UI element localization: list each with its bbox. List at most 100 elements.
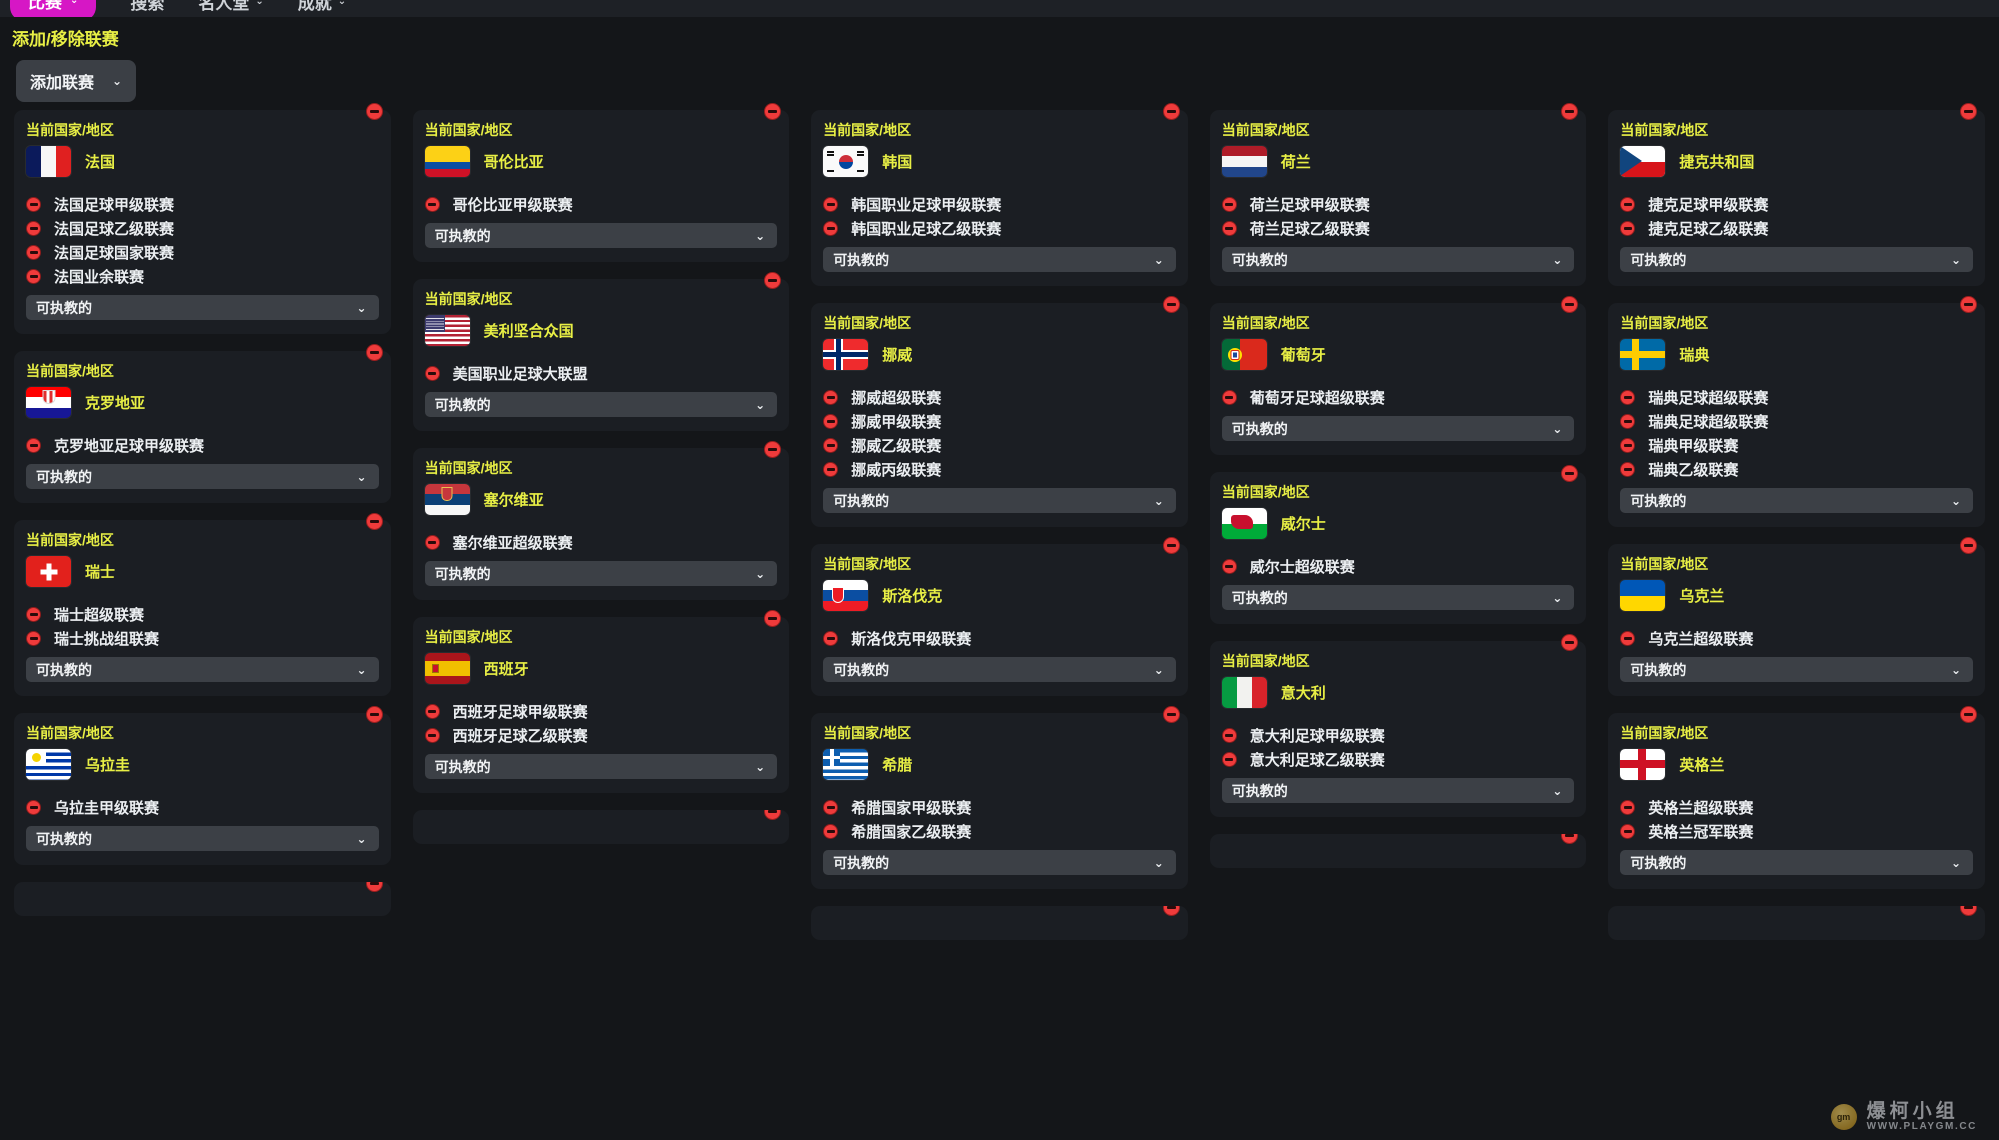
remove-league-icon[interactable]	[1620, 414, 1636, 429]
coachable-select[interactable]: 可执教的 ⌄	[1221, 416, 1575, 441]
remove-league-icon[interactable]	[823, 631, 839, 646]
remove-country-icon[interactable]	[1960, 706, 1977, 723]
remove-country-icon[interactable]	[764, 441, 782, 458]
coachable-select[interactable]: 可执教的 ⌄	[424, 392, 778, 417]
remove-league-icon[interactable]	[823, 800, 839, 815]
league-name: 瑞士挑战组联赛	[54, 631, 160, 648]
coachable-select[interactable]: 可执教的 ⌄	[1620, 247, 1973, 272]
coachable-select[interactable]: 可执教的 ⌄	[823, 247, 1176, 272]
coachable-select[interactable]: 可执教的 ⌄	[26, 464, 379, 489]
remove-league-icon[interactable]	[424, 366, 440, 381]
coachable-select[interactable]: 可执教的 ⌄	[424, 754, 778, 779]
remove-league-icon[interactable]	[424, 197, 440, 212]
country-card: 当前国家/地区 荷兰 荷兰足球甲级联赛 荷兰足球乙级联赛 可执教的 ⌄	[1209, 103, 1587, 286]
remove-league-icon[interactable]	[26, 631, 41, 646]
remove-league-icon[interactable]	[823, 414, 839, 429]
remove-country-icon[interactable]	[764, 103, 782, 120]
remove-league-icon[interactable]	[1620, 438, 1636, 453]
coachable-select[interactable]: 可执教的 ⌄	[823, 488, 1176, 513]
remove-league-icon[interactable]	[1620, 390, 1636, 405]
remove-country-icon[interactable]	[1162, 537, 1180, 554]
remove-country-icon[interactable]	[1561, 103, 1579, 120]
coachable-select[interactable]: 可执教的 ⌄	[424, 223, 778, 248]
remove-league-icon[interactable]	[26, 269, 41, 284]
remove-league-icon[interactable]	[26, 221, 41, 236]
remove-league-icon[interactable]	[1221, 559, 1237, 574]
card-label: 当前国家/地区	[1620, 315, 1709, 331]
remove-country-icon[interactable]	[365, 706, 383, 723]
league-list: 西班牙足球甲级联赛 西班牙足球乙级联赛	[424, 700, 778, 747]
coachable-select[interactable]: 可执教的 ⌄	[26, 657, 379, 682]
league-name: 挪威乙级联赛	[851, 438, 942, 455]
remove-league-icon[interactable]	[26, 800, 41, 815]
remove-country-icon[interactable]	[365, 513, 383, 530]
remove-country-icon[interactable]	[1561, 296, 1579, 313]
country-name: 美利坚合众国	[483, 323, 574, 340]
remove-league-icon[interactable]	[424, 728, 440, 743]
coachable-select[interactable]: 可执教的 ⌄	[424, 561, 778, 586]
remove-league-icon[interactable]	[1221, 390, 1237, 405]
coachable-select[interactable]: 可执教的 ⌄	[26, 295, 379, 320]
remove-league-icon[interactable]	[1221, 197, 1237, 212]
remove-league-icon[interactable]	[424, 535, 440, 550]
coachable-select[interactable]: 可执教的 ⌄	[1620, 657, 1973, 682]
remove-country-icon[interactable]	[1162, 296, 1180, 313]
remove-league-icon[interactable]	[823, 462, 839, 477]
remove-country-icon[interactable]	[1561, 465, 1579, 482]
remove-league-icon[interactable]	[1620, 462, 1636, 477]
remove-league-icon[interactable]	[823, 390, 839, 405]
remove-league-icon[interactable]	[1620, 221, 1636, 236]
remove-country-icon[interactable]	[365, 103, 383, 120]
nav-item-0[interactable]: 比赛 ⌄	[10, 0, 97, 17]
league-row: 斯洛伐克甲级联赛	[823, 627, 1176, 650]
remove-country-icon[interactable]	[1960, 103, 1977, 120]
league-list: 乌克兰超级联赛	[1620, 627, 1973, 650]
chevron-down-icon: ⌄	[1950, 493, 1961, 508]
remove-league-icon[interactable]	[1221, 728, 1237, 743]
remove-league-icon[interactable]	[823, 824, 839, 839]
remove-country-icon[interactable]	[1162, 103, 1180, 120]
coachable-select[interactable]: 可执教的 ⌄	[1221, 247, 1575, 272]
remove-country-icon[interactable]	[1561, 834, 1579, 844]
nav-item-1[interactable]: 搜索	[130, 0, 164, 14]
remove-country-icon[interactable]	[1960, 296, 1977, 313]
remove-league-icon[interactable]	[26, 245, 41, 260]
remove-league-icon[interactable]	[1620, 800, 1636, 815]
remove-league-icon[interactable]	[26, 197, 41, 212]
remove-country-icon[interactable]	[365, 344, 383, 361]
remove-country-icon[interactable]	[1561, 634, 1579, 651]
remove-country-icon[interactable]	[1960, 537, 1977, 554]
coachable-select[interactable]: 可执教的 ⌄	[823, 850, 1176, 875]
remove-country-icon[interactable]	[764, 272, 782, 289]
coachable-select[interactable]: 可执教的 ⌄	[1221, 778, 1575, 803]
remove-league-icon[interactable]	[1620, 631, 1636, 646]
remove-league-icon[interactable]	[1221, 221, 1237, 236]
remove-league-icon[interactable]	[1620, 197, 1636, 212]
coachable-select[interactable]: 可执教的 ⌄	[1221, 585, 1575, 610]
coachable-select[interactable]: 可执教的 ⌄	[823, 657, 1176, 682]
country-row: 荷兰	[1221, 146, 1575, 177]
remove-league-icon[interactable]	[823, 438, 839, 453]
remove-country-icon[interactable]	[1960, 906, 1977, 916]
remove-country-icon[interactable]	[1162, 906, 1180, 916]
remove-league-icon[interactable]	[26, 607, 41, 622]
remove-country-icon[interactable]	[764, 810, 782, 820]
nav-item-3[interactable]: 成就 ⌄	[298, 0, 346, 14]
remove-league-icon[interactable]	[823, 197, 839, 212]
remove-league-icon[interactable]	[26, 438, 41, 453]
coachable-select[interactable]: 可执教的 ⌄	[1620, 850, 1973, 875]
remove-country-icon[interactable]	[764, 610, 782, 627]
coachable-select[interactable]: 可执教的 ⌄	[1620, 488, 1973, 513]
league-row: 美国职业足球大联盟	[424, 362, 778, 385]
remove-league-icon[interactable]	[424, 704, 440, 719]
remove-league-icon[interactable]	[823, 221, 839, 236]
league-list: 哥伦比亚甲级联赛	[424, 193, 778, 216]
remove-league-icon[interactable]	[1620, 824, 1636, 839]
remove-league-icon[interactable]	[1221, 752, 1237, 767]
add-league-button[interactable]: 添加联赛 ⌄	[16, 60, 137, 102]
coachable-select[interactable]: 可执教的 ⌄	[26, 826, 379, 851]
nav-item-2[interactable]: 名人堂 ⌄	[198, 0, 263, 14]
remove-country-icon[interactable]	[1162, 706, 1180, 723]
remove-country-icon[interactable]	[365, 882, 383, 892]
league-row: 希腊国家甲级联赛	[823, 796, 1176, 819]
